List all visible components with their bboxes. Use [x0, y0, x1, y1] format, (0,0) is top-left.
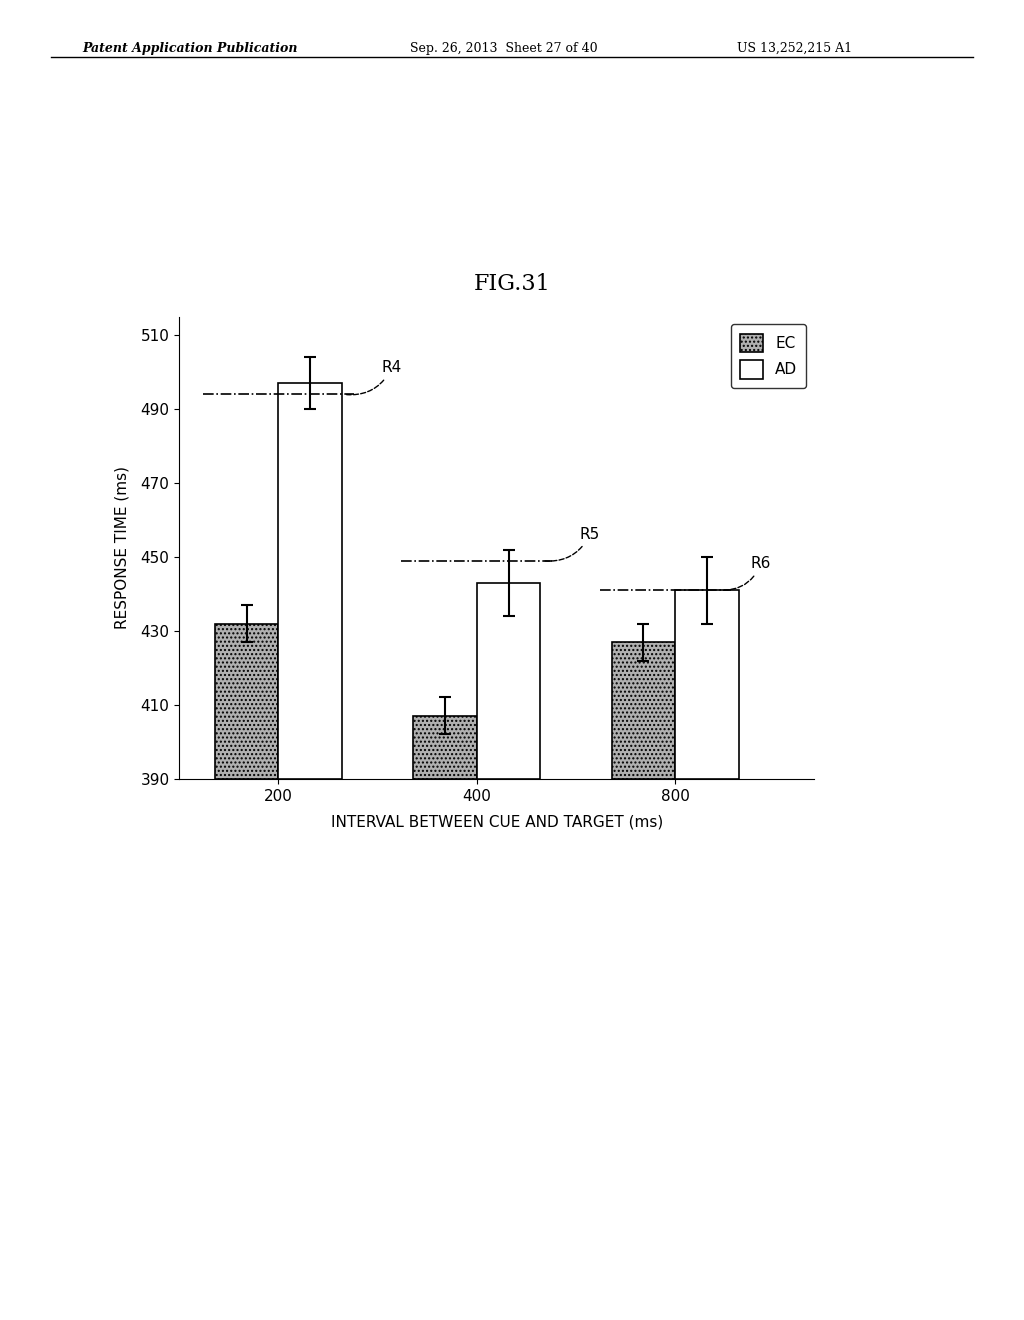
Bar — [414, 715, 477, 779]
Text: US 13,252,215 A1: US 13,252,215 A1 — [737, 42, 852, 55]
Text: R5: R5 — [545, 527, 600, 561]
Text: FIG.31: FIG.31 — [474, 273, 550, 294]
X-axis label: INTERVAL BETWEEN CUE AND TARGET (ms): INTERVAL BETWEEN CUE AND TARGET (ms) — [331, 814, 663, 830]
Legend: EC, AD: EC, AD — [731, 325, 807, 388]
Bar — [279, 383, 342, 779]
Bar — [477, 583, 541, 779]
Text: Patent Application Publication: Patent Application Publication — [82, 42, 297, 55]
Text: Sep. 26, 2013  Sheet 27 of 40: Sep. 26, 2013 Sheet 27 of 40 — [410, 42, 597, 55]
Text: R6: R6 — [724, 556, 771, 590]
Text: R4: R4 — [347, 360, 401, 395]
Bar — [215, 623, 279, 779]
Bar — [675, 590, 738, 779]
Bar — [611, 642, 675, 779]
Y-axis label: RESPONSE TIME (ms): RESPONSE TIME (ms) — [115, 466, 129, 630]
